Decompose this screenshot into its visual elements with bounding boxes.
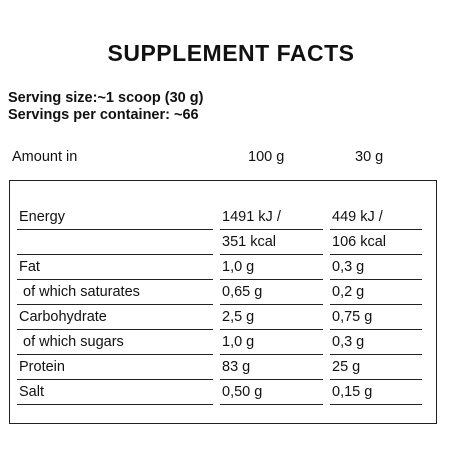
cell-value: 106 kcal [330, 230, 422, 255]
cell-value: 0,75 g [330, 305, 422, 330]
serving-size: Serving size:~1 scoop (30 g) [8, 90, 204, 106]
cell-value: 0,15 g [330, 380, 422, 405]
cell-value: 1,0 g [220, 255, 323, 280]
row-label: of which sugars [17, 330, 213, 355]
title: SUPPLEMENT FACTS [107, 40, 355, 66]
table-frame [9, 180, 437, 424]
row-label: Protein [17, 355, 213, 380]
row-label: of which saturates [17, 280, 213, 305]
cell-value: 25 g [330, 355, 422, 380]
column-header: 100 g [248, 149, 285, 165]
row-label: Salt [17, 380, 213, 405]
cell-value: 0,2 g [330, 280, 422, 305]
row-label: Carbohydrate [17, 305, 213, 330]
cell-value: 0,65 g [220, 280, 323, 305]
column-header: Amount in [12, 149, 78, 165]
row-label [17, 230, 213, 255]
row-label: Energy [17, 205, 213, 230]
cell-value: 449 kJ / [330, 205, 422, 230]
cell-value: 1491 kJ / [220, 205, 323, 230]
cell-value: 0,3 g [330, 330, 422, 355]
cell-value: 351 kcal [220, 230, 323, 255]
cell-value: 83 g [220, 355, 323, 380]
cell-value: 0,50 g [220, 380, 323, 405]
servings-per-container: Servings per container: ~66 [8, 107, 199, 123]
row-label: Fat [17, 255, 213, 280]
cell-value: 1,0 g [220, 330, 323, 355]
column-header: 30 g [355, 149, 384, 165]
cell-value: 2,5 g [220, 305, 323, 330]
cell-value: 0,3 g [330, 255, 422, 280]
